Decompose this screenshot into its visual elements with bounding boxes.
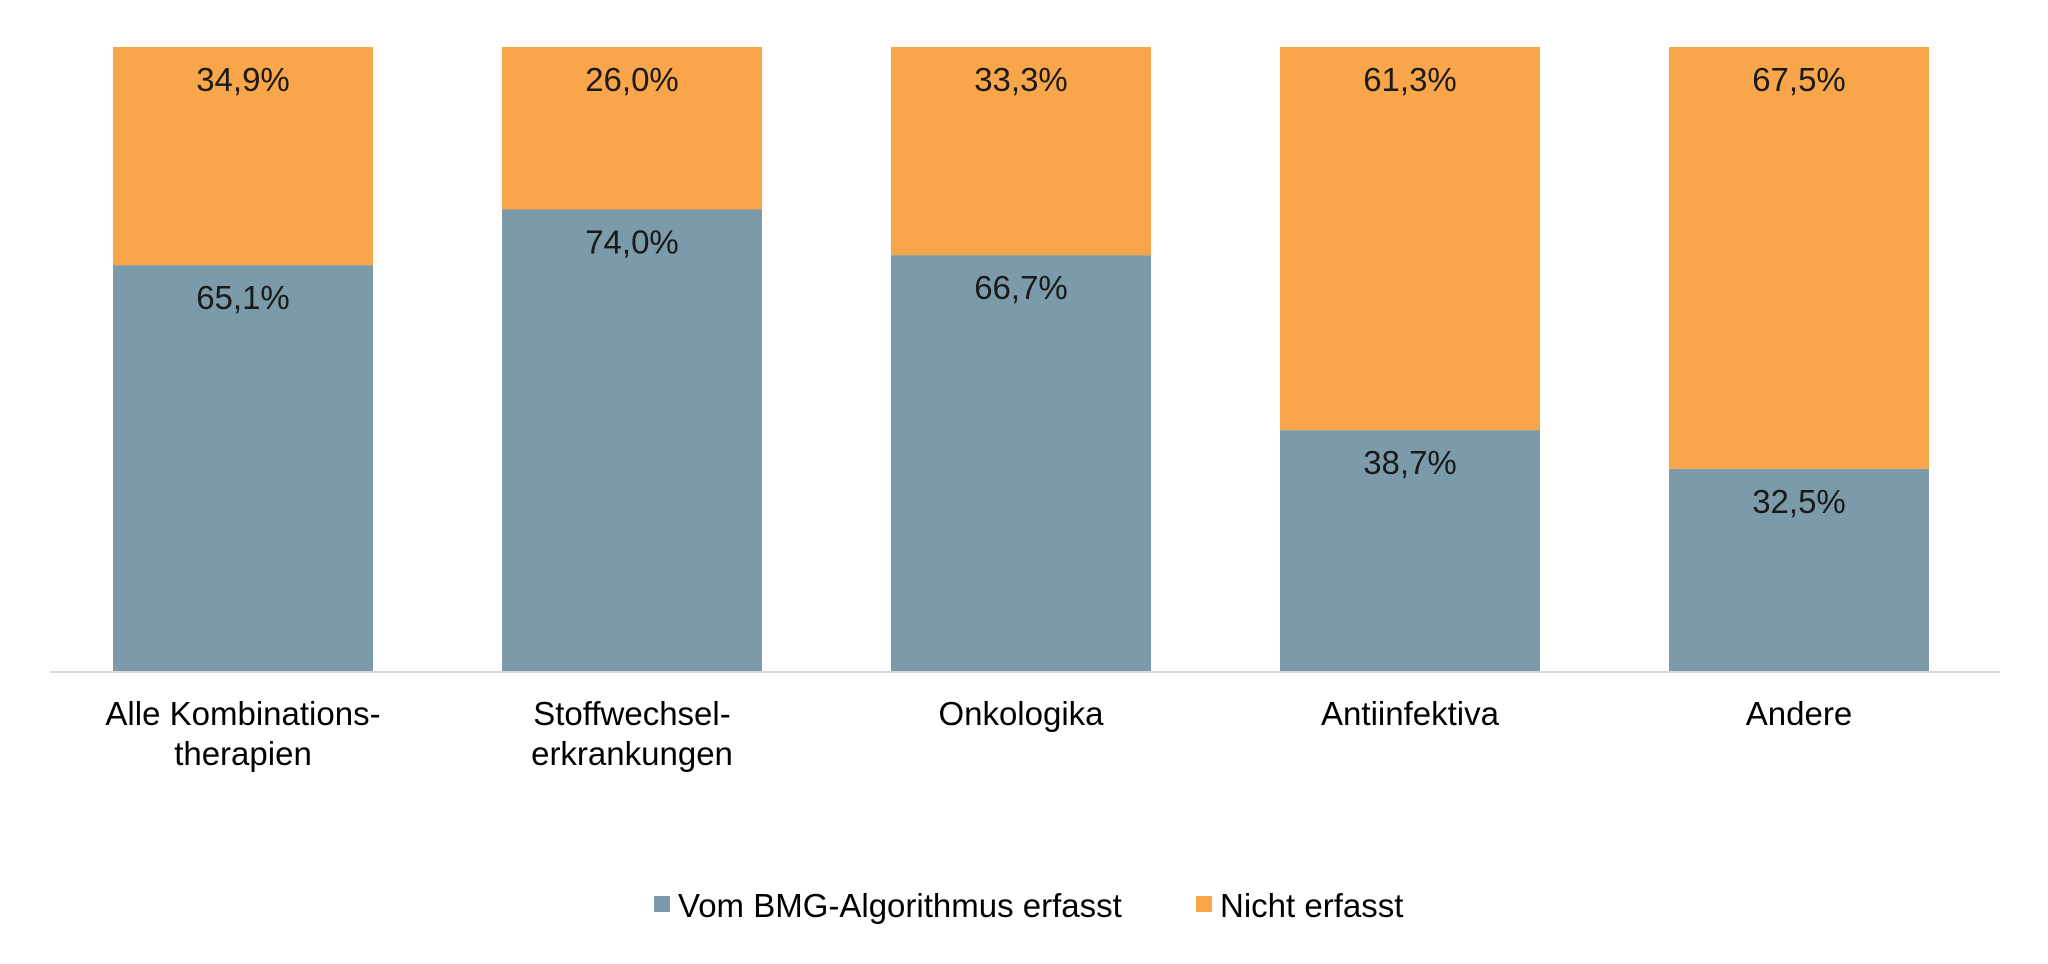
data-label-nicht-erfasst-3: 33,3% — [974, 61, 1068, 98]
category-label-1-line-2: therapien — [174, 735, 312, 772]
category-label-2-line-2: erkrankungen — [531, 735, 733, 772]
data-label-nicht-erfasst-2: 26,0% — [585, 61, 679, 98]
legend-swatch-erfasst — [654, 896, 670, 912]
bar-segment-erfasst-1 — [113, 265, 373, 672]
data-label-erfasst-5: 32,5% — [1752, 483, 1846, 520]
data-label-nicht-erfasst-1: 34,9% — [196, 61, 290, 98]
legend: Vom BMG-Algorithmus erfasst Nicht erfasst — [654, 887, 1403, 924]
data-label-erfasst-1: 65,1% — [196, 279, 290, 316]
data-label-group: 65,1% 34,9% 74,0% 26,0% 66,7% 33,3% 38,7% 61,3%… — [196, 61, 1846, 520]
category-label-5-line-1: Andere — [1746, 695, 1852, 732]
bar-segment-nicht-erfasst-2 — [502, 47, 762, 210]
bar-segment-nicht-erfasst-3 — [891, 47, 1151, 256]
category-label-1-line-1: Alle Kombinations- — [105, 695, 380, 732]
bar-group — [113, 47, 1929, 672]
bar-segment-nicht-erfasst-4 — [1280, 47, 1540, 431]
legend-swatch-nicht-erfasst — [1196, 896, 1212, 912]
legend-label-nicht-erfasst: Nicht erfasst — [1220, 887, 1403, 924]
category-label-group: Alle Kombinations-therapien Stoffwechsel-… — [105, 695, 1852, 772]
bar-segment-erfasst-3 — [891, 255, 1151, 672]
bar-segment-erfasst-4 — [1280, 430, 1540, 672]
bar-segment-erfasst-2 — [502, 209, 762, 672]
data-label-nicht-erfasst-5: 67,5% — [1752, 61, 1846, 98]
data-label-erfasst-2: 74,0% — [585, 224, 679, 261]
bar-segment-erfasst-5 — [1669, 468, 1929, 672]
bar-segment-nicht-erfasst-5 — [1669, 47, 1929, 469]
category-label-3-line-1: Onkologika — [938, 695, 1104, 732]
bar-segment-nicht-erfasst-1 — [113, 47, 373, 266]
data-label-erfasst-4: 38,7% — [1363, 444, 1457, 481]
legend-label-erfasst: Vom BMG-Algorithmus erfasst — [678, 887, 1122, 924]
category-label-4-line-1: Antiinfektiva — [1321, 695, 1500, 732]
category-label-2-line-1: Stoffwechsel- — [533, 695, 730, 732]
data-label-nicht-erfasst-4: 61,3% — [1363, 61, 1457, 98]
data-label-erfasst-3: 66,7% — [974, 269, 1068, 306]
